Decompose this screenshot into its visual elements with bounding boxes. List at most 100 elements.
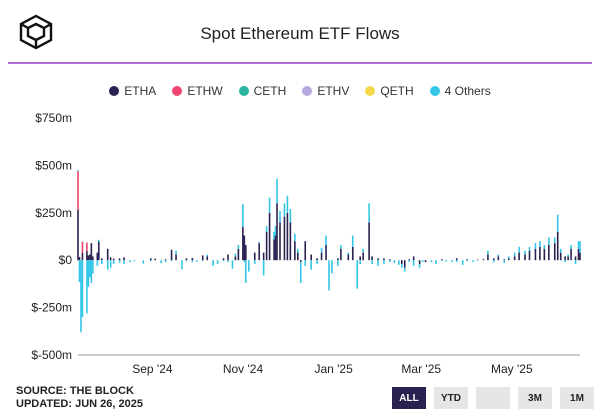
bar-segment-others: [129, 260, 131, 263]
bar-segment-etha: [389, 259, 391, 261]
bar-segment-others: [133, 260, 136, 262]
bar-segment-etha: [476, 259, 479, 261]
bar-segment-etha: [297, 252, 299, 261]
bar-segment-others: [253, 260, 256, 264]
bar-segment-others: [482, 258, 485, 260]
bar-segment-others: [206, 254, 209, 257]
bar-segment-others: [403, 267, 406, 272]
bar-segment-others: [297, 248, 299, 253]
bar-segment-etha: [553, 243, 556, 261]
legend-label: ETHW: [187, 84, 223, 98]
bar-segment-others: [408, 260, 411, 263]
bar-segment-others: [279, 210, 281, 223]
bar-segment-etha: [243, 235, 246, 261]
bar-segment-others: [316, 260, 318, 264]
bar-segment-others: [181, 260, 183, 270]
bar-segment-others: [97, 239, 100, 242]
bar-segment-etha: [245, 245, 247, 261]
bar-segment-etha: [268, 212, 271, 261]
bar-segment-etha: [87, 255, 90, 261]
bar-segment-others: [564, 260, 566, 263]
bar-segment-others: [87, 260, 90, 287]
bar-segment-others: [164, 260, 167, 263]
range-ytd-button[interactable]: YTD: [434, 387, 468, 409]
bar-segment-etha: [412, 256, 415, 261]
bar-segment-others: [222, 260, 225, 262]
bar-segment-etha: [403, 260, 406, 268]
bar-segment-others: [273, 231, 275, 240]
x-tick-label: Jan '25: [314, 362, 353, 376]
bar-segment-others: [328, 260, 330, 291]
bar-segment-others: [441, 260, 443, 262]
bar-segment-ethw: [86, 242, 88, 252]
bar-segment-etha: [466, 259, 468, 261]
bar-segment-others: [247, 260, 250, 272]
bar-segment-etha: [524, 254, 526, 261]
bar-segment-others: [320, 247, 323, 253]
x-tick-label: May '25: [491, 362, 533, 376]
bar-segment-others: [435, 260, 437, 264]
bar-segment-others: [513, 252, 516, 257]
bar-segment-others: [331, 260, 333, 274]
bar-segment-others: [106, 260, 109, 270]
bar-segment-etha: [371, 256, 373, 261]
legend-dot-icon: [302, 86, 313, 96]
bar-segment-others: [276, 178, 278, 204]
bar-segment-etha: [577, 248, 580, 261]
bar-segment-others: [325, 235, 327, 246]
etf-flows-chart: $-500m $-250m $0 $250m $500m $750m Sep '24 Nov …: [31, 111, 581, 376]
bar-segment-etha: [507, 258, 510, 261]
bar-segment-etha: [286, 212, 289, 261]
bar-segment-others: [90, 260, 93, 283]
range-blank-button[interactable]: [476, 387, 510, 409]
bar-segment-etha: [359, 256, 361, 261]
bar-segment-others: [96, 260, 99, 266]
bar-segment-etha: [109, 257, 112, 261]
bar-segment-etha: [201, 255, 204, 261]
bar-segment-etha: [534, 248, 537, 261]
legend-item-etha[interactable]: ETHA: [109, 84, 156, 98]
bar-segment-etha: [253, 252, 256, 261]
legend-item-qeth[interactable]: QETH: [365, 84, 414, 98]
x-tick-label: Mar '25: [401, 362, 441, 376]
x-tick-label: Sep '24: [132, 362, 173, 376]
bar-segment-others: [451, 260, 454, 263]
bar-segment-others: [304, 260, 307, 266]
bar-segment-etha: [242, 227, 244, 261]
y-tick-label: $0: [59, 253, 73, 267]
legend-label: 4 Others: [444, 84, 491, 98]
bar-segment-others: [368, 203, 370, 223]
bar-segment-others: [212, 260, 214, 266]
bar-segment-others: [216, 260, 219, 264]
legend-item-others[interactable]: 4 Others: [429, 84, 491, 98]
bar-segment-others: [461, 260, 464, 265]
bar-segment-etha: [497, 256, 500, 261]
bar-segment-others: [383, 260, 385, 264]
range-1m-button[interactable]: 1M: [560, 387, 594, 409]
range-3m-button[interactable]: 3M: [518, 387, 552, 409]
bar-segment-others: [201, 260, 204, 262]
bar-segment-etha: [351, 246, 354, 261]
bar-segment-etha: [89, 254, 91, 261]
bar-segment-others: [191, 260, 194, 263]
legend-item-ethv[interactable]: ETHV: [302, 84, 349, 98]
bar-segment-etha: [362, 252, 364, 261]
bar-segment-others: [503, 260, 506, 264]
bar-segment-others: [556, 214, 559, 232]
bar-segment-others: [78, 260, 81, 283]
bar-segment-others: [112, 260, 115, 264]
legend-label: QETH: [380, 84, 414, 98]
legend-item-ethw[interactable]: ETHW: [172, 84, 223, 98]
bar-segment-others: [294, 233, 296, 242]
bar-segment-others: [81, 260, 84, 318]
range-all-button[interactable]: ALL: [392, 387, 426, 409]
legend-label: ETHA: [124, 84, 157, 98]
bar-segment-etha: [316, 258, 318, 261]
bar-segment-etha: [78, 256, 81, 261]
bar-segment-etha: [112, 258, 115, 261]
bar-segment-others: [359, 260, 361, 264]
legend-item-ceth[interactable]: CETH: [238, 84, 286, 98]
bar-segment-etha: [81, 252, 84, 261]
bar-segment-others: [337, 260, 339, 266]
title-divider: [8, 62, 592, 64]
